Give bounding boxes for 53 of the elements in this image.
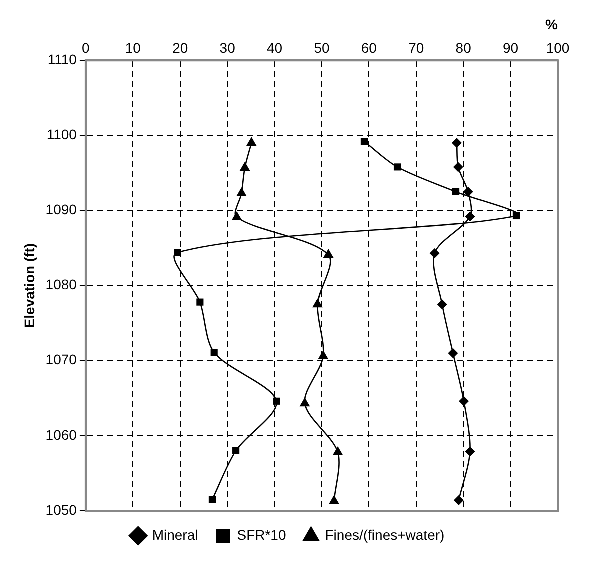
point: [453, 162, 464, 172]
legend-label: Fines/(fines+water): [325, 526, 445, 543]
point: [329, 495, 340, 504]
point: [318, 350, 329, 360]
point: [360, 138, 368, 146]
point: [240, 162, 250, 171]
point: [394, 164, 402, 171]
x-tick-label: 20: [172, 40, 188, 56]
x-tick-label: 10: [125, 40, 142, 56]
y-tick-label: 1110: [48, 51, 78, 68]
x-tick-label: 80: [456, 40, 472, 56]
point: [196, 298, 204, 306]
x-tick-label: 70: [408, 40, 424, 56]
x-tick-label: 0: [82, 40, 90, 56]
point: [246, 137, 257, 146]
legend-label: Mineral: [152, 526, 198, 543]
point: [465, 212, 476, 222]
point: [452, 138, 462, 148]
point: [437, 300, 448, 310]
y-tick-label: 1090: [46, 202, 78, 218]
point: [312, 298, 323, 308]
point: [332, 446, 344, 456]
x-tick-label: 30: [220, 40, 236, 56]
point: [452, 188, 460, 196]
point: [300, 398, 310, 407]
y-tick-label: 1060: [46, 426, 78, 443]
point: [448, 348, 458, 358]
point: [512, 212, 520, 220]
point: [208, 496, 216, 504]
point: [459, 396, 470, 406]
point: [232, 447, 240, 454]
point: [430, 248, 440, 259]
point: [454, 495, 464, 506]
legend-label: SFR*10: [237, 526, 286, 543]
x-axis-title: %: [546, 16, 559, 32]
point: [465, 446, 476, 457]
x-tick-label: 50: [314, 40, 330, 56]
point: [236, 187, 247, 196]
x-tick-label: 40: [266, 40, 283, 56]
point: [273, 398, 280, 405]
x-tick-label: 90: [503, 40, 519, 56]
y-tick-label: 1050: [46, 502, 78, 518]
point: [232, 211, 242, 220]
x-tick-label: 100: [546, 40, 570, 56]
point: [210, 349, 218, 356]
point: [323, 249, 334, 258]
y-tick-label: 1100: [46, 126, 78, 143]
y-axis-title: Elevation (ft): [21, 243, 38, 328]
point: [463, 186, 474, 197]
point: [174, 249, 182, 256]
y-tick-label: 1080: [46, 276, 78, 293]
y-tick-label: 1070: [46, 352, 78, 368]
x-tick-label: 60: [361, 40, 378, 56]
